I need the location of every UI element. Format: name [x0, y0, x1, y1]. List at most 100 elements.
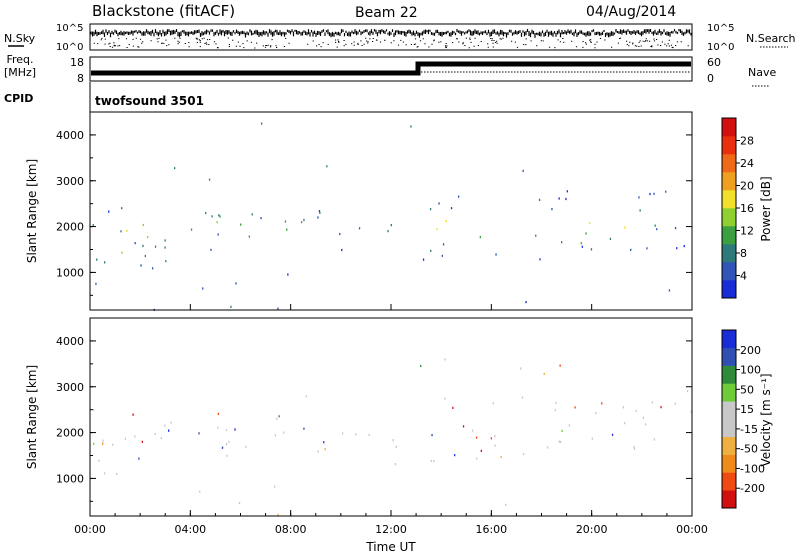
- velocity-colorbar-seg-8: [722, 347, 736, 366]
- velocity-scatter-2: [102, 442, 104, 445]
- velocity-colorbar-label: Velocity [m s⁻¹]: [759, 373, 773, 466]
- velocity-ytick-label-2: 3000: [56, 381, 84, 394]
- velocity-scatter-8: [138, 427, 433, 460]
- velocity-scatter-0: [132, 406, 662, 452]
- noise-tick-right-top: 10^5: [707, 23, 734, 34]
- velocity-colorbar-seg-1: [722, 472, 736, 491]
- power-scatter-1: [95, 169, 677, 311]
- velocity-scatter-1: [217, 364, 603, 440]
- power-ticks: 1000 2000 3000 4000: [56, 129, 692, 296]
- noise-panel: 10^5 10^0 10^5 10^0: [56, 23, 734, 53]
- time-tick-label-3: 12:00: [375, 523, 407, 536]
- time-xlabel: Time UT: [365, 540, 416, 554]
- power-colorbar-label-5: 24: [740, 157, 754, 170]
- freq-unit-label: [MHz]: [4, 66, 36, 79]
- cpid-panel: twofsound 3501: [89, 82, 204, 112]
- power-colorbar-seg-5: [722, 190, 736, 209]
- power-ylabel: Slant Range [km]: [25, 159, 39, 263]
- power-colorbar-seg-1: [722, 262, 736, 281]
- beam-label: Beam 22: [355, 5, 418, 21]
- freq-label: Freq.: [6, 53, 33, 66]
- power-colorbar-seg-7: [722, 154, 736, 173]
- power-colorbar-label-4: 20: [740, 180, 754, 193]
- cpid-text: twofsound 3501: [95, 94, 204, 108]
- power-colorbar-seg-2: [722, 244, 736, 263]
- velocity-scatter-4: [93, 390, 692, 493]
- power-colorbar-label-0: 4: [740, 270, 747, 283]
- velocity-scatter-9: [168, 428, 614, 457]
- velocity-colorbar-seg-2: [722, 454, 736, 473]
- velocity-colorbar-seg-0: [722, 490, 736, 509]
- velocity-colorbar-label-4: -15: [740, 423, 758, 436]
- power-ytick-label-1: 2000: [56, 221, 84, 234]
- velocity-colorbar-label-5: -50: [740, 443, 758, 456]
- nsearch-series: [93, 37, 689, 49]
- power-colorbar-seg-8: [722, 136, 736, 155]
- velocity-colorbar-seg-9: [722, 330, 736, 349]
- plot-title: Blackstone (fitACF): [92, 2, 235, 20]
- velocity-colorbar-label-7: -200: [740, 482, 765, 495]
- freq-series: [91, 61, 691, 76]
- time-tick-label-1: 04:00: [174, 523, 206, 536]
- velocity-colorbar-label-1: 100: [740, 364, 761, 377]
- freq-tick-top: 18: [70, 56, 84, 69]
- velocity-colorbar-label-3: 15: [740, 403, 754, 416]
- noise-data: [90, 29, 692, 49]
- power-colorbar-label-6: 28: [740, 135, 754, 148]
- nave-tick-bottom: 0: [707, 72, 714, 85]
- power-frame: [89, 111, 693, 311]
- nave-label: Nave: [748, 66, 776, 79]
- velocity-panel: 1000 2000 3000 4000 Slant Range [km] 200 100…: [25, 317, 773, 517]
- velocity-ticks: 1000 2000 3000 4000: [56, 335, 692, 502]
- power-colorbar-seg-9: [722, 118, 736, 137]
- velocity-colorbar-seg-3: [722, 436, 736, 455]
- velocity-ytick-label-3: 4000: [56, 335, 84, 348]
- freq-tick-bottom: 8: [77, 72, 84, 85]
- power-colorbar-seg-0: [722, 280, 736, 299]
- velocity-scatter-5: [98, 358, 647, 506]
- time-tick-label-6: 00:00: [676, 523, 708, 536]
- nave-tick-top: 60: [707, 56, 721, 69]
- power-data: [92, 122, 685, 311]
- power-colorbar-label-3: 16: [740, 202, 754, 215]
- power-colorbar-label-1: 8: [740, 247, 747, 260]
- cpid-label: CPID: [4, 92, 33, 105]
- velocity-colorbar-seg-5: [722, 401, 736, 420]
- power-colorbar-seg-4: [722, 208, 736, 227]
- time-tick-label-5: 20:00: [576, 523, 608, 536]
- velocity-ytick-label-0: 1000: [56, 472, 84, 485]
- power-colorbar: 4 8 12 16 20 24 28: [721, 117, 754, 299]
- velocity-colorbar-seg-7: [722, 365, 736, 384]
- velocity-colorbar-seg-4: [722, 419, 736, 438]
- nsearch-label: N.Search: [746, 32, 796, 45]
- power-ytick-label-0: 1000: [56, 266, 84, 279]
- velocity-colorbar: 200 100 50 15 -15 -50 -100 -200: [721, 329, 765, 509]
- noise-tick-right-bottom: 10^0: [707, 42, 734, 53]
- power-colorbar-seg-6: [722, 172, 736, 191]
- power-scatter-3: [190, 215, 587, 245]
- power-colorbar-label-2: 12: [740, 225, 754, 238]
- velocity-colorbar-seg-6: [722, 383, 736, 402]
- power-scatter-0: [108, 190, 685, 304]
- velocity-colorbar-label-0: 200: [740, 344, 761, 357]
- time-tick-label-0: 00:00: [74, 523, 106, 536]
- velocity-scatter-6: [93, 429, 563, 445]
- velocity-colorbar-frame: [721, 329, 737, 509]
- power-scatter-4: [121, 221, 218, 254]
- power-ytick-label-3: 4000: [56, 129, 84, 142]
- date-label: 04/Aug/2014: [586, 4, 676, 20]
- power-colorbar-label: Power [dB]: [759, 176, 773, 241]
- time-axis: 00:00 04:00 08:00 12:00 16:00 20:00 00:00: [74, 304, 708, 536]
- power-scatter-5: [126, 220, 626, 232]
- noise-tick-left-top: 10^5: [56, 23, 83, 34]
- time-tick-label-2: 08:00: [275, 523, 307, 536]
- nsky-label: N.Sky: [4, 32, 36, 45]
- time-tick-label-4: 16:00: [475, 523, 507, 536]
- power-panel: 1000 2000 3000 4000 Slant Range [km] 4 8 12 16…: [25, 111, 773, 311]
- power-scatter-2: [92, 122, 656, 308]
- power-colorbar-seg-3: [722, 226, 736, 245]
- velocity-frame: [89, 317, 693, 517]
- velocity-colorbar-label-6: -100: [740, 462, 765, 475]
